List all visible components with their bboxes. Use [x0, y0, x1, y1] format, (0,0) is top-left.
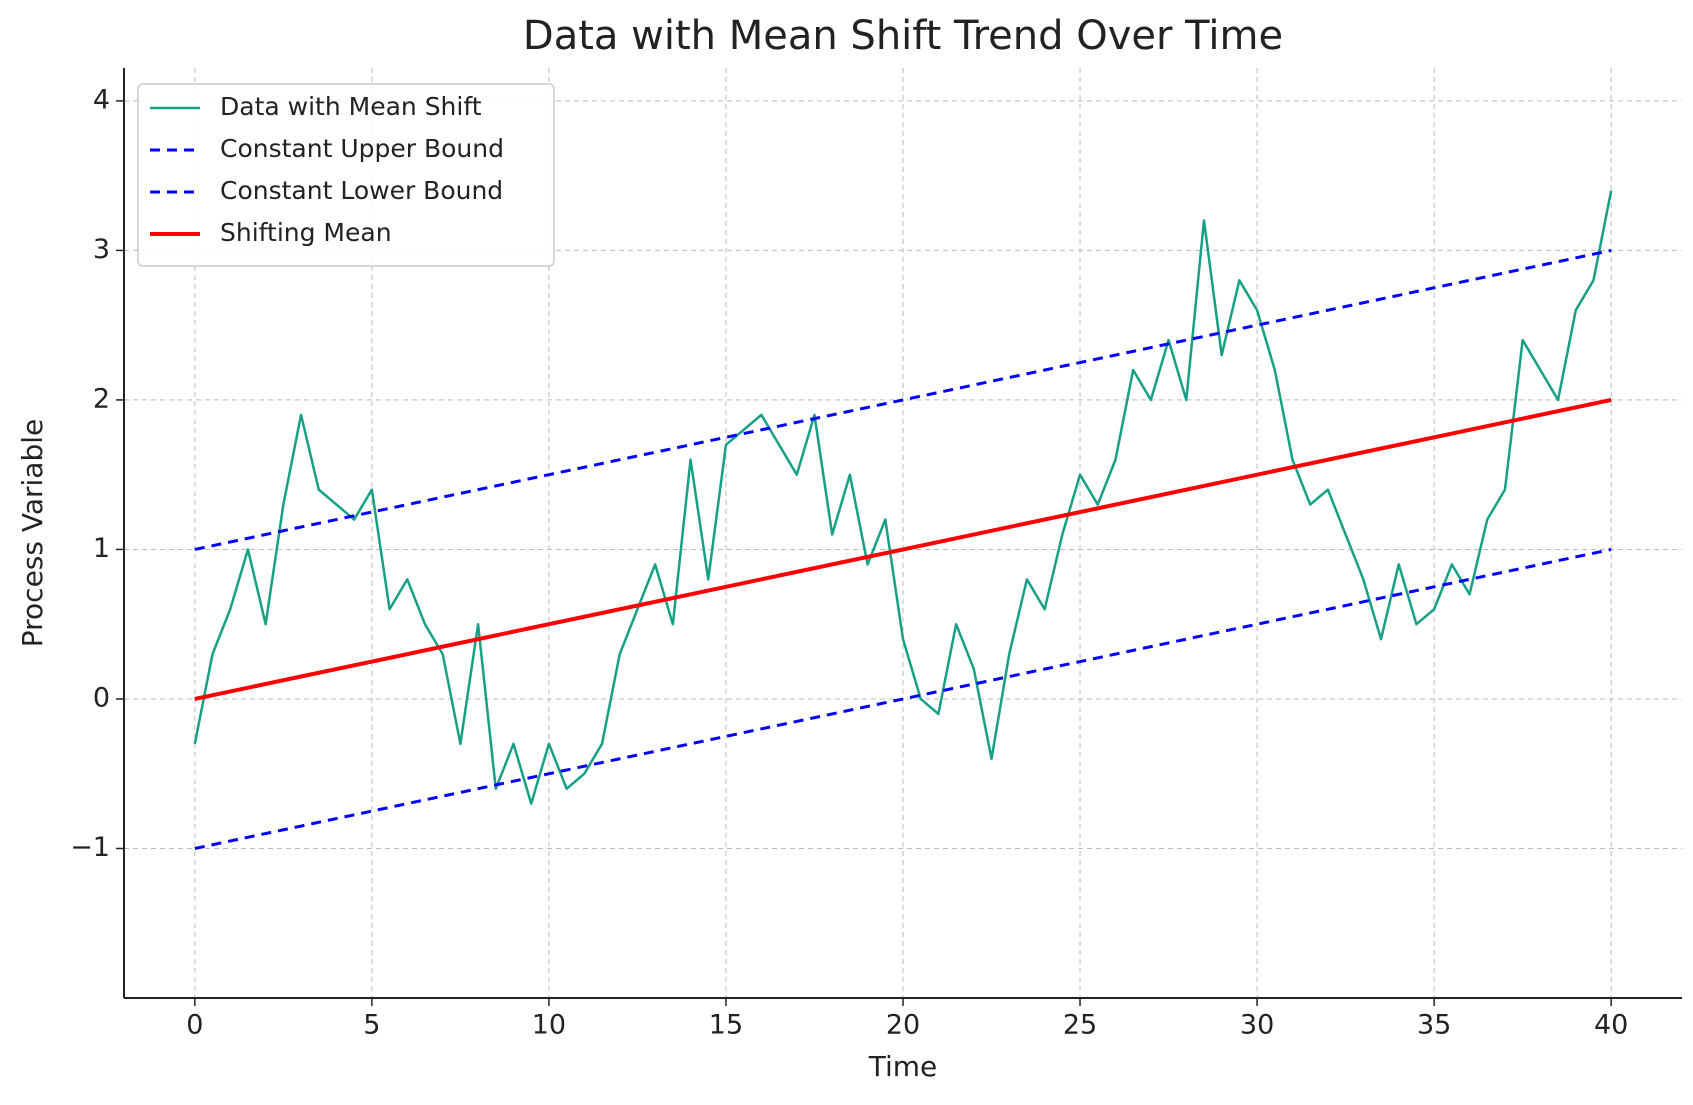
- legend: Data with Mean Shift Constant Upper Bound…: [137, 83, 555, 267]
- x-tick-label: 30: [1240, 1010, 1274, 1041]
- y-tick-label: 3: [93, 234, 110, 265]
- line: [193, 190, 1613, 805]
- y-tick-label: 2: [93, 383, 110, 414]
- x-tick-label: 5: [363, 1010, 380, 1041]
- line: [194, 397, 1612, 701]
- x-tick-label: 20: [886, 1010, 920, 1041]
- legend-label: Data with Mean Shift: [220, 92, 482, 121]
- y-tick-label: 0: [93, 682, 110, 713]
- y-tick-label: 1: [93, 533, 110, 564]
- y-axis-label: Process Variable: [16, 419, 49, 647]
- legend-label: Shifting Mean: [220, 218, 392, 247]
- line: [194, 547, 1612, 850]
- y-tick-label: −1: [70, 832, 110, 863]
- legend-label: Constant Upper Bound: [220, 134, 504, 163]
- legend-box: [137, 83, 555, 267]
- chart-title: Data with Mean Shift Trend Over Time: [523, 13, 1283, 59]
- x-tick-label: 40: [1594, 1010, 1628, 1041]
- y-tick-label: 4: [93, 84, 110, 115]
- x-tick-label: 10: [532, 1010, 566, 1041]
- legend-label: Constant Lower Bound: [220, 176, 503, 205]
- x-tick-label: 0: [186, 1010, 203, 1041]
- x-tick-label: 25: [1063, 1010, 1097, 1041]
- x-axis-label: Time: [868, 1050, 938, 1083]
- x-tick-label: 15: [709, 1010, 743, 1041]
- line: [194, 248, 1612, 551]
- x-tick-label: 35: [1417, 1010, 1451, 1041]
